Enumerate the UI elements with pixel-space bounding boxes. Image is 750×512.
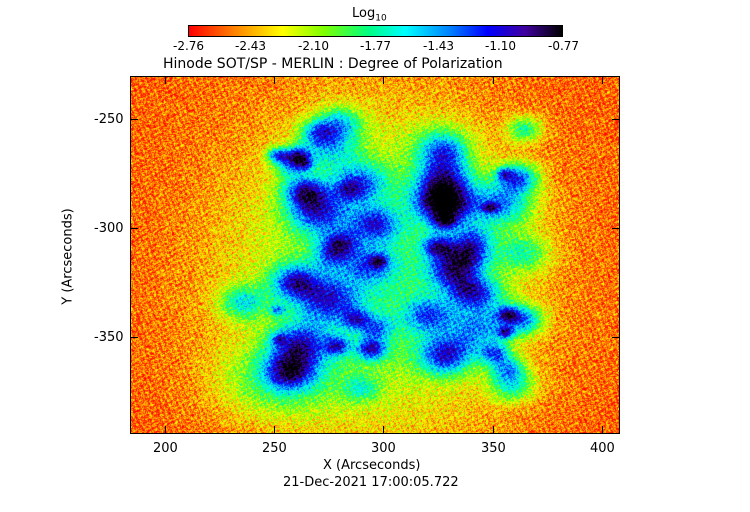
colorbar-tick-label: -1.77: [360, 39, 392, 53]
y-tick-label: -250: [94, 112, 124, 127]
x-axis-tick: [273, 426, 275, 434]
y-tick-label: -350: [94, 330, 124, 345]
x-axis-tick: [164, 76, 166, 84]
x-axis-tick: [602, 76, 603, 84]
y-axis-tick: [612, 119, 620, 121]
colorbar-label: Log10: [352, 6, 387, 24]
colorbar: [188, 25, 563, 37]
x-axis-label: X (Arcseconds): [323, 458, 421, 473]
colorbar-tick-label: -1.10: [485, 39, 517, 53]
y-axis-tick: [130, 119, 138, 121]
colorbar-tick-label: -2.76: [173, 39, 205, 53]
heatmap-image: [131, 77, 619, 433]
x-tick-label: 300: [371, 441, 396, 456]
x-axis-tick: [602, 426, 603, 434]
x-axis-tick: [273, 76, 275, 84]
y-axis-tick: [130, 228, 138, 230]
timestamp: 21-Dec-2021 17:00:05.722: [283, 475, 459, 490]
heatmap-plot: [130, 76, 620, 434]
x-tick-label: 350: [481, 441, 506, 456]
x-axis-tick: [492, 426, 494, 434]
x-axis-tick: [383, 426, 385, 434]
colorbar-tick-label: -2.43: [235, 39, 267, 53]
colorbar-tick-label: -0.77: [548, 39, 580, 53]
chart-title: Hinode SOT/SP - MERLIN : Degree of Polar…: [163, 56, 503, 72]
y-axis-tick: [612, 337, 620, 339]
x-axis-tick: [383, 76, 385, 84]
colorbar-tick-label: -1.43: [423, 39, 455, 53]
y-axis-tick: [612, 228, 620, 230]
x-tick-label: 400: [590, 441, 615, 456]
x-tick-label: 250: [262, 441, 287, 456]
y-axis-label: Y (Arcseconds): [60, 208, 76, 305]
x-axis-tick: [492, 76, 494, 84]
colorbar-tick-label: -2.10: [298, 39, 330, 53]
x-tick-label: 200: [153, 441, 178, 456]
y-tick-label: -300: [94, 221, 124, 236]
y-axis-tick: [130, 337, 138, 339]
x-axis-tick: [164, 426, 166, 434]
